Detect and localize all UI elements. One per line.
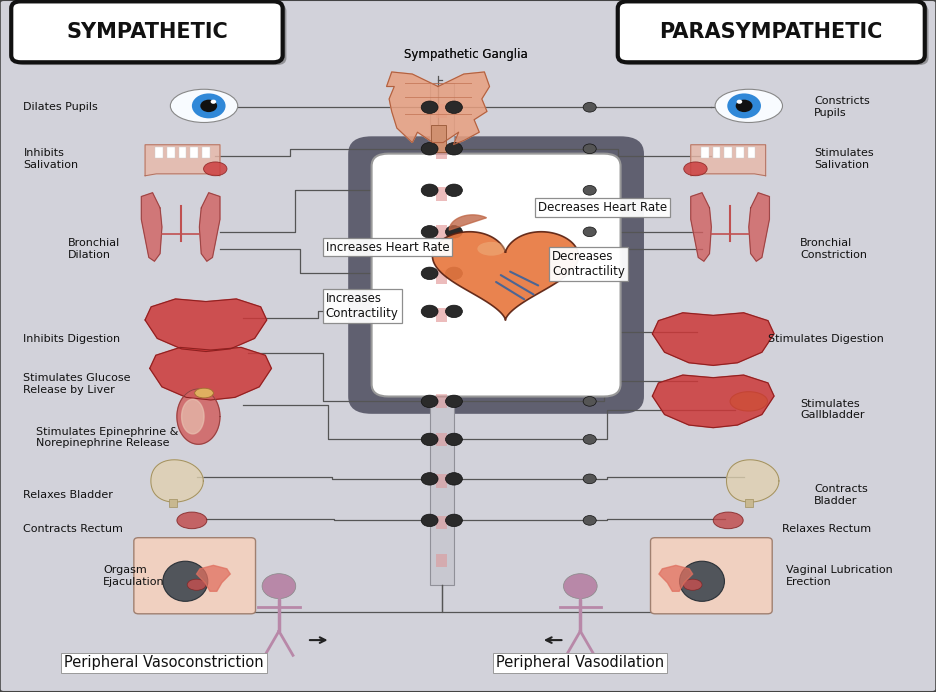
Circle shape: [446, 143, 462, 155]
Text: Inhibits
Salivation: Inhibits Salivation: [23, 148, 79, 170]
Text: SYMPATHETIC: SYMPATHETIC: [66, 22, 227, 42]
Polygon shape: [659, 565, 693, 591]
Polygon shape: [177, 389, 220, 444]
Circle shape: [262, 574, 296, 599]
Text: Stimulates Epinephrine &
Norepinephrine Release: Stimulates Epinephrine & Norepinephrine …: [36, 426, 178, 448]
Circle shape: [200, 100, 217, 112]
FancyBboxPatch shape: [372, 154, 621, 397]
Bar: [748, 147, 755, 158]
Text: Vaginal Lubrication
Erection: Vaginal Lubrication Erection: [786, 565, 893, 587]
Circle shape: [211, 100, 216, 104]
Ellipse shape: [713, 512, 743, 529]
Circle shape: [583, 102, 596, 112]
Circle shape: [446, 433, 462, 446]
Circle shape: [583, 227, 596, 237]
Ellipse shape: [730, 392, 768, 411]
Polygon shape: [387, 72, 490, 145]
Text: Contracts
Bladder: Contracts Bladder: [814, 484, 868, 506]
Bar: [169, 499, 177, 507]
Circle shape: [421, 143, 438, 155]
Text: Peripheral Vasoconstriction: Peripheral Vasoconstriction: [64, 655, 264, 671]
Bar: [436, 394, 447, 408]
Circle shape: [192, 93, 226, 118]
Bar: [202, 147, 210, 158]
Polygon shape: [199, 192, 220, 261]
Circle shape: [583, 474, 596, 484]
Ellipse shape: [177, 512, 207, 529]
Bar: [436, 516, 447, 529]
Circle shape: [421, 433, 438, 446]
Bar: [431, 125, 446, 152]
Bar: [436, 554, 447, 567]
Circle shape: [421, 305, 438, 318]
Circle shape: [421, 395, 438, 408]
Bar: [436, 104, 447, 118]
FancyBboxPatch shape: [348, 136, 644, 414]
FancyBboxPatch shape: [15, 4, 286, 65]
Polygon shape: [145, 299, 267, 352]
Text: PARASYMPATHETIC: PARASYMPATHETIC: [660, 22, 883, 42]
Polygon shape: [726, 459, 779, 502]
Bar: [724, 147, 732, 158]
Ellipse shape: [715, 89, 782, 122]
Ellipse shape: [683, 162, 708, 176]
Ellipse shape: [204, 162, 227, 176]
Circle shape: [446, 473, 462, 485]
Circle shape: [583, 144, 596, 154]
Polygon shape: [141, 192, 162, 261]
Circle shape: [583, 185, 596, 195]
Circle shape: [736, 100, 753, 112]
Polygon shape: [145, 145, 220, 176]
Circle shape: [446, 305, 462, 318]
Text: Decreases Heart Rate: Decreases Heart Rate: [538, 201, 667, 214]
Circle shape: [421, 514, 438, 527]
Bar: [436, 187, 447, 201]
Circle shape: [421, 184, 438, 197]
Bar: [713, 147, 721, 158]
Text: Bronchial
Dilation: Bronchial Dilation: [67, 238, 120, 260]
Text: Sympathetic Ganglia: Sympathetic Ganglia: [404, 48, 528, 61]
Circle shape: [583, 516, 596, 525]
Text: Peripheral Vasodilation: Peripheral Vasodilation: [496, 655, 665, 671]
Polygon shape: [652, 313, 774, 365]
Circle shape: [446, 184, 462, 197]
Bar: [745, 499, 753, 507]
Ellipse shape: [680, 561, 724, 601]
Text: Sympathetic Ganglia: Sympathetic Ganglia: [404, 48, 528, 61]
Bar: [436, 474, 447, 488]
Text: Bronchial
Constriction: Bronchial Constriction: [800, 238, 868, 260]
Polygon shape: [432, 232, 578, 320]
Circle shape: [563, 574, 597, 599]
Bar: [179, 147, 186, 158]
Circle shape: [737, 100, 742, 104]
Polygon shape: [449, 215, 487, 230]
Text: Inhibits Digestion: Inhibits Digestion: [23, 334, 121, 344]
Bar: [436, 270, 447, 284]
Text: Dilates Pupils: Dilates Pupils: [23, 102, 98, 112]
Text: Stimulates Glucose
Release by Liver: Stimulates Glucose Release by Liver: [23, 373, 131, 395]
Text: Contracts Rectum: Contracts Rectum: [23, 525, 124, 534]
Ellipse shape: [195, 388, 213, 398]
Bar: [436, 225, 447, 239]
Ellipse shape: [683, 579, 702, 590]
Circle shape: [421, 101, 438, 113]
Text: Stimulates Digestion: Stimulates Digestion: [768, 334, 884, 344]
FancyBboxPatch shape: [11, 1, 283, 62]
Text: Relaxes Bladder: Relaxes Bladder: [23, 490, 113, 500]
Circle shape: [446, 101, 462, 113]
Polygon shape: [151, 459, 203, 502]
Polygon shape: [182, 399, 204, 434]
Polygon shape: [749, 192, 769, 261]
FancyBboxPatch shape: [618, 1, 925, 62]
Text: Stimulates
Gallbladder: Stimulates Gallbladder: [800, 399, 865, 421]
Circle shape: [421, 267, 438, 280]
Polygon shape: [150, 347, 271, 400]
Polygon shape: [691, 192, 711, 261]
Ellipse shape: [163, 561, 208, 601]
Ellipse shape: [477, 242, 505, 255]
Circle shape: [446, 395, 462, 408]
FancyBboxPatch shape: [134, 538, 256, 614]
Bar: [191, 147, 198, 158]
FancyBboxPatch shape: [651, 538, 772, 614]
